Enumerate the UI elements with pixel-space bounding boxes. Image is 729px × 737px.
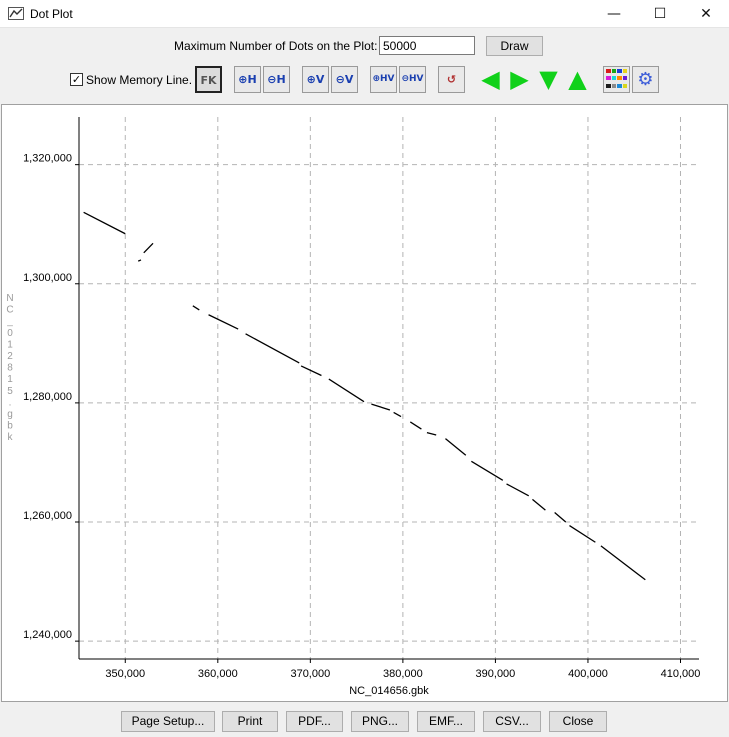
- y-axis-label-char: b: [7, 421, 13, 432]
- palette-swatch: [606, 69, 611, 73]
- show-memory-line-checkbox[interactable]: ✓: [70, 73, 83, 86]
- max-dots-input[interactable]: [379, 36, 475, 55]
- y-axis-label-char: 0: [7, 328, 13, 339]
- emf-button[interactable]: EMF...: [417, 711, 475, 732]
- zoom-in-v-button[interactable]: ⊕V: [302, 66, 329, 93]
- palette-swatch: [622, 69, 627, 73]
- alignment-segment: [393, 411, 402, 418]
- palette-swatch: [622, 83, 627, 88]
- x-tick-label: 400,000: [568, 668, 608, 680]
- y-axis-label-char: N: [6, 293, 13, 304]
- alignment-segment: [600, 545, 646, 581]
- y-axis-label-char: 2: [7, 351, 13, 362]
- zoom-in-hv-button[interactable]: ⊕HV: [370, 66, 397, 93]
- alignment-segment: [143, 242, 154, 254]
- plot-panel[interactable]: 350,000 360,000 370,000 380,000 390,000 400,0…: [1, 104, 728, 702]
- x-tick-label: 390,000: [476, 668, 516, 680]
- maximize-button[interactable]: ☐: [653, 6, 667, 22]
- zoom-out-h-button[interactable]: ⊖H: [263, 66, 290, 93]
- palette-swatch: [617, 69, 622, 73]
- alignment-segment: [471, 460, 504, 481]
- print-button[interactable]: Print: [222, 711, 278, 732]
- palette-swatch: [611, 76, 616, 81]
- x-axis-label: NC_014656.gbk: [349, 685, 429, 697]
- y-axis-label-char: 1: [7, 339, 13, 350]
- fk-toggle-button[interactable]: FK: [195, 66, 222, 93]
- alignment-segment: [569, 525, 596, 543]
- window-title: Dot Plot: [30, 7, 73, 21]
- max-dots-label: Maximum Number of Dots on the Plot:: [174, 39, 378, 53]
- x-tick-label: 360,000: [198, 668, 238, 680]
- zoom-out-hv-button[interactable]: ⊖HV: [399, 66, 426, 93]
- title-bar: Dot Plot — ☐ ✕: [0, 0, 729, 28]
- x-tick-label: 380,000: [383, 668, 423, 680]
- palette-swatch: [611, 83, 616, 88]
- color-settings-button[interactable]: [603, 66, 630, 93]
- alignment-segment: [245, 333, 300, 364]
- palette-swatch: [617, 83, 622, 88]
- show-memory-line-label: Show Memory Line.: [86, 73, 193, 87]
- palette-swatch: [606, 83, 611, 88]
- pdf-button[interactable]: PDF...: [286, 711, 343, 732]
- max-dots-row: Maximum Number of Dots on the Plot: Draw: [0, 36, 729, 56]
- minimize-button[interactable]: —: [607, 6, 621, 22]
- y-axis-label-char: C: [6, 305, 13, 316]
- alignment-segment: [192, 305, 200, 311]
- y-axis-label-char: 1: [7, 374, 13, 385]
- pan-up-button[interactable]: ▲: [568, 65, 587, 93]
- y-axis-label-char: 8: [7, 363, 13, 374]
- y-axis-label-char: 5: [7, 386, 13, 397]
- alignment-segment: [506, 483, 530, 497]
- draw-button[interactable]: Draw: [486, 36, 543, 56]
- alignment-segment: [208, 314, 239, 330]
- alignment-segment: [371, 403, 391, 411]
- y-axis-label-char: .: [9, 397, 12, 408]
- palette-swatch: [611, 69, 616, 73]
- y-tick-label: 1,320,000: [23, 153, 72, 165]
- palette-swatch: [622, 76, 627, 81]
- alignment-segment: [426, 432, 437, 436]
- png-button[interactable]: PNG...: [351, 711, 409, 732]
- alignment-segment: [83, 211, 126, 235]
- y-axis-label-char: _: [6, 316, 13, 327]
- x-tick-label: 350,000: [105, 668, 145, 680]
- y-tick-label: 1,260,000: [23, 510, 72, 522]
- reset-view-button[interactable]: ↺: [438, 66, 465, 93]
- alignment-segment: [532, 498, 546, 511]
- y-axis-label-char: k: [8, 432, 14, 443]
- pan-left-button[interactable]: ◀: [481, 65, 500, 93]
- alignment-segment: [328, 378, 365, 403]
- alignment-segment: [554, 511, 567, 523]
- settings-gear-button[interactable]: ⚙: [632, 66, 659, 93]
- toolbar: ✓ Show Memory Line. FK ⊕H ⊖H ⊕V ⊖V ⊕HV ⊖…: [0, 66, 729, 94]
- x-tick-label: 410,000: [661, 668, 701, 680]
- app-icon: [8, 7, 24, 20]
- y-tick-label: 1,280,000: [23, 391, 72, 403]
- close-dialog-button[interactable]: Close: [549, 711, 607, 732]
- page-setup-button[interactable]: Page Setup...: [121, 711, 215, 732]
- palette-swatch: [606, 76, 611, 81]
- y-axis-label-char: g: [7, 409, 13, 420]
- csv-button[interactable]: CSV...: [483, 711, 541, 732]
- pan-down-button[interactable]: ▼: [539, 65, 558, 93]
- bottom-button-bar: Page Setup... Print PDF... PNG... EMF...…: [0, 702, 729, 737]
- pan-right-button[interactable]: ▶: [510, 65, 529, 93]
- y-tick-label: 1,300,000: [23, 272, 72, 284]
- close-button[interactable]: ✕: [700, 6, 712, 22]
- palette-swatch: [617, 76, 622, 81]
- zoom-out-v-button[interactable]: ⊖V: [331, 66, 358, 93]
- alignment-segment: [300, 365, 322, 377]
- y-tick-label: 1,240,000: [23, 629, 72, 641]
- zoom-in-h-button[interactable]: ⊕H: [234, 66, 261, 93]
- alignment-segment: [409, 421, 422, 430]
- dot-plot-chart: 350,000 360,000 370,000 380,000 390,000 400,0…: [6, 117, 701, 697]
- alignment-segment: [445, 438, 467, 456]
- x-tick-label: 370,000: [290, 668, 330, 680]
- alignment-segment: [137, 259, 142, 262]
